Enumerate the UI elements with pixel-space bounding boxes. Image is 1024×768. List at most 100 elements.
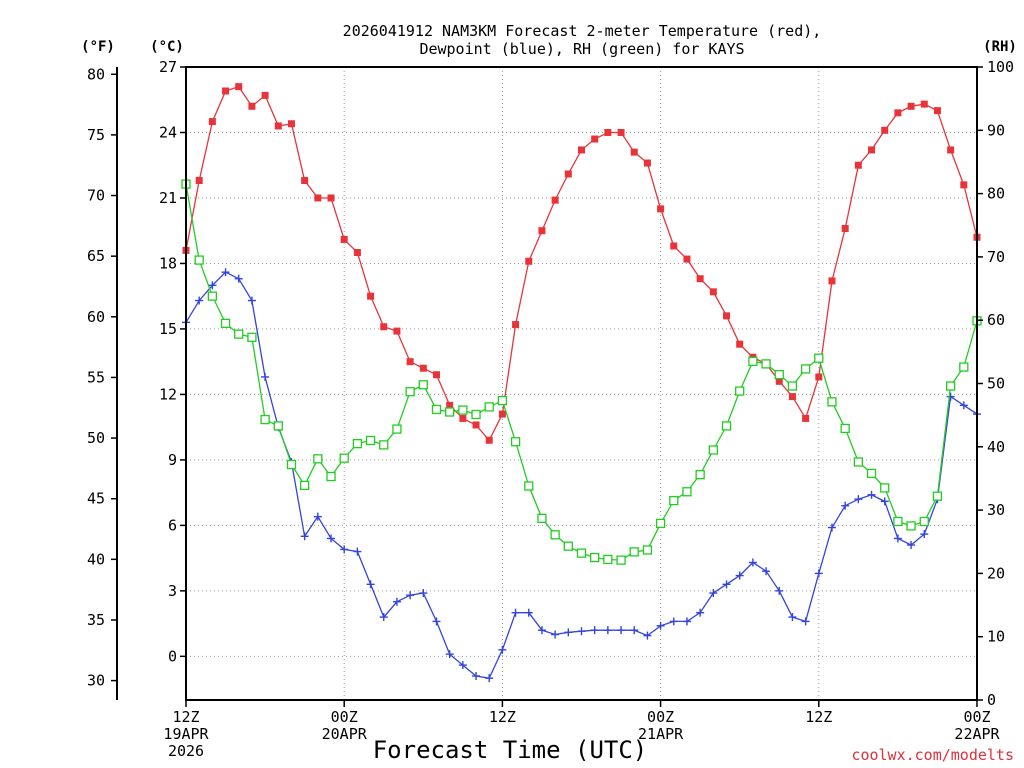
dewpoint-point [722,580,731,589]
temperature-point [828,277,836,285]
rh-point [682,487,692,497]
dewpoint-point [630,626,639,635]
rh-tick-label: 80 [987,185,1005,203]
celsius-tick-label: 6 [168,516,177,534]
dewpoint-point [564,628,573,637]
dewpoint-point [511,608,520,617]
dewpoint-point [762,567,771,576]
rh-point [379,440,389,450]
rh-point [484,402,494,412]
series-layer [181,83,982,683]
rh-point [669,495,679,506]
dewpoint-point [748,558,757,567]
temperature-point [485,436,493,444]
rh-point [800,364,811,374]
temperature-point [314,194,322,202]
celsius-tick-label: 21 [159,189,177,207]
rh-point [326,471,336,482]
source-credit: coolwx.com/modelts [851,746,1014,764]
temperature-point [815,373,823,381]
time-tick-label: 12Z [172,708,199,726]
dewpoint-point [814,569,823,578]
temperature-point [380,323,388,331]
dewpoint-point [313,512,322,521]
time-tick-label: 00Z [331,708,358,726]
temperature-point [775,377,783,385]
temperature-point [920,100,928,108]
rh-unit-label: (RH) [983,39,1017,55]
rh-point [405,387,415,397]
rh-point [853,457,863,467]
fahrenheit-tick-label: 55 [87,368,105,386]
rh-tick-label: 100 [987,58,1014,76]
temperature-point [643,159,651,167]
series-rh [181,179,982,565]
rh-point [260,414,270,425]
rh-point [563,541,573,551]
rh-point [524,481,534,491]
temperature-point [709,288,717,296]
rh-point [603,554,613,565]
temperature-point [195,177,203,185]
dewpoint-point [590,626,599,635]
rh-point [735,386,745,396]
rh-point [431,404,442,415]
series-2-meter-temperature [182,83,981,444]
rh-point [234,329,244,339]
temperature-point [235,83,243,91]
dewpoint-point [392,597,401,606]
rh-point [919,516,929,527]
rh-point [313,454,323,464]
dewpoint-point [327,534,336,543]
rh-point [932,491,943,501]
temperature-point [419,364,427,372]
temperature-point [670,242,678,250]
rh-point [774,369,784,380]
rh-tick-label: 60 [987,311,1005,329]
dewpoint-point [419,589,428,598]
temperature-point [894,109,902,117]
rh-point [194,255,204,265]
temperature-point [578,146,585,154]
rh-point [840,423,850,434]
rh-point [418,380,428,390]
rh-point [945,381,956,391]
temperature-point [933,107,941,115]
temperature-point [512,321,520,329]
temperature-point [538,227,546,235]
dewpoint-point [880,497,889,506]
temperature-point [841,225,849,233]
dewpoint-point [208,281,217,290]
temperature-point [591,135,599,143]
x-axis-label: Forecast Time (UTC) [373,736,648,764]
rh-point [273,421,283,431]
time-tick-label: 12Z [489,708,516,726]
dewpoint-point [195,296,204,305]
rh-point [880,483,890,493]
rh-tick-label: 50 [987,375,1005,393]
rh-tick-label: 0 [987,691,996,709]
temperature-point [498,410,506,418]
celsius-tick-label: 12 [159,385,177,403]
rh-point [445,407,455,417]
rh-point [787,381,798,391]
celsius-tick-label: 9 [168,451,177,469]
rh-point [827,397,837,407]
temperature-point [393,327,401,335]
dewpoint-point [537,626,546,635]
temperature-point [868,146,876,154]
celsius-axis: 27 24 21 18 15 12 9 6 3 0 [159,58,186,665]
dewpoint-point [221,268,230,277]
dewpoint-point [524,608,533,617]
temperature-point [802,414,810,422]
celsius-tick-label: 18 [159,254,177,272]
dewpoint-point [551,630,560,639]
rh-point [471,409,481,420]
fahrenheit-axis: 80 75 70 65 60 55 50 45 40 35 30 [87,65,117,690]
dewpoint-point [920,530,929,539]
dewpoint-point [458,661,467,670]
rh-point [708,445,718,455]
dewpoint-point [432,617,441,626]
dewpoint-point [656,621,665,630]
